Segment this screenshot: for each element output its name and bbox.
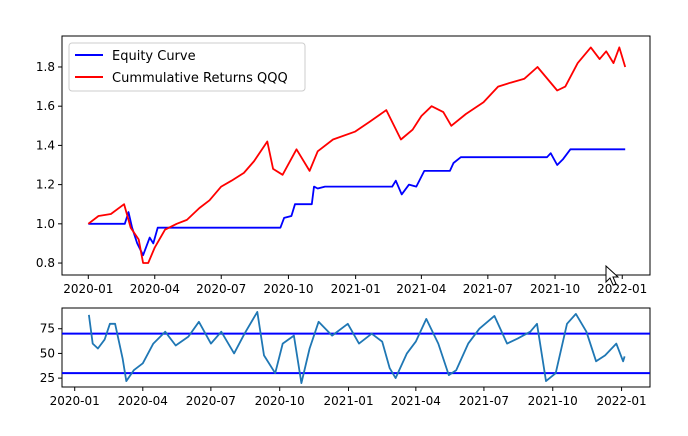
x-tick-label: 2021-10 — [530, 282, 580, 296]
y-tick-label: 0.8 — [36, 256, 55, 270]
series-line-rsi — [88, 311, 626, 384]
x-tick-label: 2020-01 — [63, 282, 113, 296]
x-tick-label: 2020-10 — [263, 282, 313, 296]
legend-label-equity: Equity Curve — [112, 49, 196, 64]
y-tick-label: 50 — [40, 346, 55, 360]
x-tick-label: 2020-04 — [130, 282, 180, 296]
x-tick-label: 2020-07 — [196, 282, 246, 296]
legend-box — [68, 42, 306, 92]
y-tick-label: 75 — [40, 322, 55, 336]
x-tick-label: 2021-07 — [459, 394, 509, 408]
series-line-equity-curve — [88, 148, 626, 257]
y-tick-label: 1.2 — [36, 178, 55, 192]
y-tick-label: 1.0 — [36, 217, 55, 231]
y-tick-label: 1.4 — [36, 138, 55, 152]
mouse-cursor-icon — [605, 264, 620, 286]
rsi-axes: 2020-01 2020-04 2020-07 2020-10 2021-01 2021-… — [40, 322, 647, 408]
legend-label-qqq: Cummulative Returns QQQ — [112, 71, 288, 86]
x-tick-label: 2021-10 — [528, 394, 578, 408]
equity-axes: 2020-01 2020-04 2020-07 2020-10 2021-01 2021-… — [36, 60, 647, 296]
equity-plot-area — [87, 46, 627, 264]
x-tick-label: 2021-01 — [331, 282, 381, 296]
x-tick-label: 2022-01 — [597, 394, 647, 408]
y-tick-label: 1.8 — [36, 60, 55, 74]
x-tick-label: 2021-04 — [391, 394, 441, 408]
x-tick-label: 2020-10 — [255, 394, 305, 408]
y-tick-label: 1.6 — [36, 99, 55, 113]
legend: Equity Curve Cummulative Returns QQQ — [68, 42, 306, 92]
y-tick-label: 25 — [40, 371, 55, 385]
x-tick-label: 2020-04 — [118, 394, 168, 408]
x-tick-label: 2020-07 — [186, 394, 236, 408]
x-tick-label: 2021-04 — [396, 282, 446, 296]
rsi-plot-area — [62, 311, 650, 384]
x-tick-label: 2021-01 — [323, 394, 373, 408]
series-line-cummulative-returns-qqq — [87, 46, 627, 264]
x-tick-label: 2020-01 — [50, 394, 100, 408]
x-tick-label: 2022-01 — [597, 282, 647, 296]
x-tick-label: 2021-07 — [463, 282, 513, 296]
